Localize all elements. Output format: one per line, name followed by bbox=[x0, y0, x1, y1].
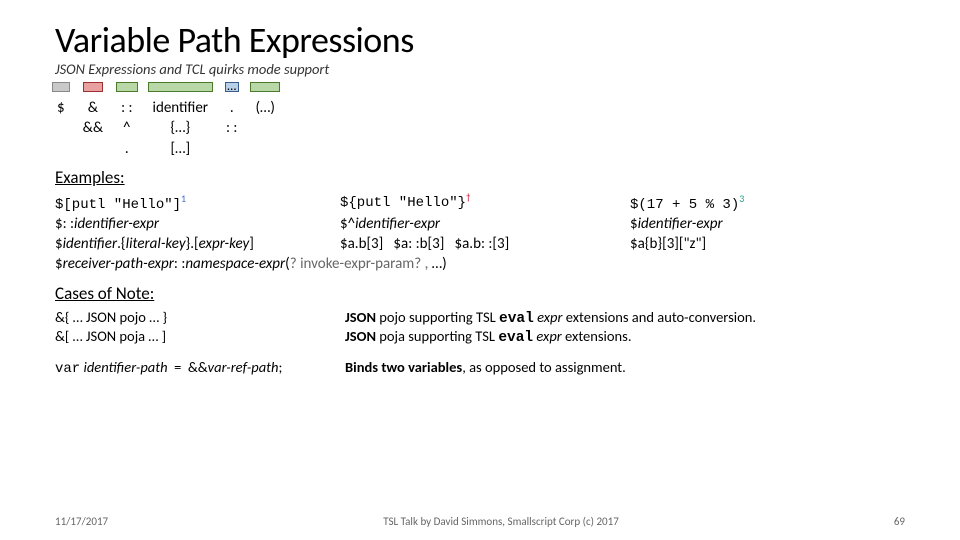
example-expr: $^identifier-expr bbox=[340, 215, 630, 233]
case-left: &[ … JSON poja … ] bbox=[55, 327, 345, 345]
syntax-token: {…} bbox=[170, 118, 190, 138]
case-left: &{ … JSON pojo … } bbox=[55, 308, 345, 326]
page-title: Variable Path Expressions bbox=[55, 18, 905, 62]
example-expr: $: :identifier-expr bbox=[55, 215, 340, 233]
syntax-diagram: $ & && : : ^ . identifier {…} […] . : : … bbox=[55, 98, 905, 159]
syntax-token: && bbox=[83, 118, 103, 138]
example-expr: $identifier-expr bbox=[630, 215, 905, 233]
footnote-ref: 1 bbox=[181, 192, 186, 205]
footer-page: 69 bbox=[894, 515, 905, 528]
page-subtitle: JSON Expressions and TCL quirks mode sup… bbox=[55, 60, 905, 78]
example-code: ${putl "Hello"} bbox=[340, 195, 466, 211]
syntax-token: . bbox=[228, 98, 236, 118]
example-code: $[putl "Hello"] bbox=[55, 197, 181, 213]
syntax-token: identifier bbox=[151, 98, 211, 118]
syntax-token: $ bbox=[55, 98, 67, 118]
syntax-token: . bbox=[125, 139, 129, 159]
examples-heading: Examples: bbox=[55, 167, 905, 188]
example-code: $(17 + 5 % 3) bbox=[630, 197, 739, 213]
example-expr: $a.b[3] $a: :b[3] $a.b: :[3] bbox=[340, 235, 630, 253]
syntax-token: : : bbox=[119, 98, 134, 118]
var-desc: Binds two variables, as opposed to assig… bbox=[345, 358, 905, 376]
case-right: JSON poja supporting TSL eval expr exten… bbox=[345, 327, 905, 346]
slide-footer: 11/17/2017 TSL Talk by David Simmons, Sm… bbox=[55, 515, 905, 528]
syntax-token: & bbox=[86, 98, 100, 118]
footnote-ref: † bbox=[466, 192, 470, 203]
footnote-ref: 3 bbox=[739, 192, 744, 205]
footer-date: 11/17/2017 bbox=[55, 515, 108, 528]
syntax-token: : : bbox=[226, 118, 237, 138]
cases-heading: Cases of Note: bbox=[55, 283, 905, 304]
footer-credit: TSL Talk by David Simmons, Smallscript C… bbox=[383, 515, 619, 528]
syntax-token: (…) bbox=[253, 98, 276, 118]
examples-table: $[putl "Hello"]1 ${putl "Hello"}† $(17 +… bbox=[55, 192, 905, 273]
example-expr: $a{b}[3]["z"] bbox=[630, 235, 905, 253]
cases-block: &{ … JSON pojo … } JSON pojo supporting … bbox=[55, 308, 905, 377]
example-expr: $identifier.{literal-key}.[expr-key] bbox=[55, 235, 340, 253]
var-decl: var identifier-path = &&var-ref-path; bbox=[55, 358, 345, 377]
syntax-token: […] bbox=[170, 139, 190, 159]
syntax-token: ^ bbox=[123, 118, 130, 138]
example-expr: $receiver-path-expr: :namespace-expr(? i… bbox=[55, 255, 447, 273]
case-right: JSON pojo supporting TSL eval expr exten… bbox=[345, 308, 905, 327]
